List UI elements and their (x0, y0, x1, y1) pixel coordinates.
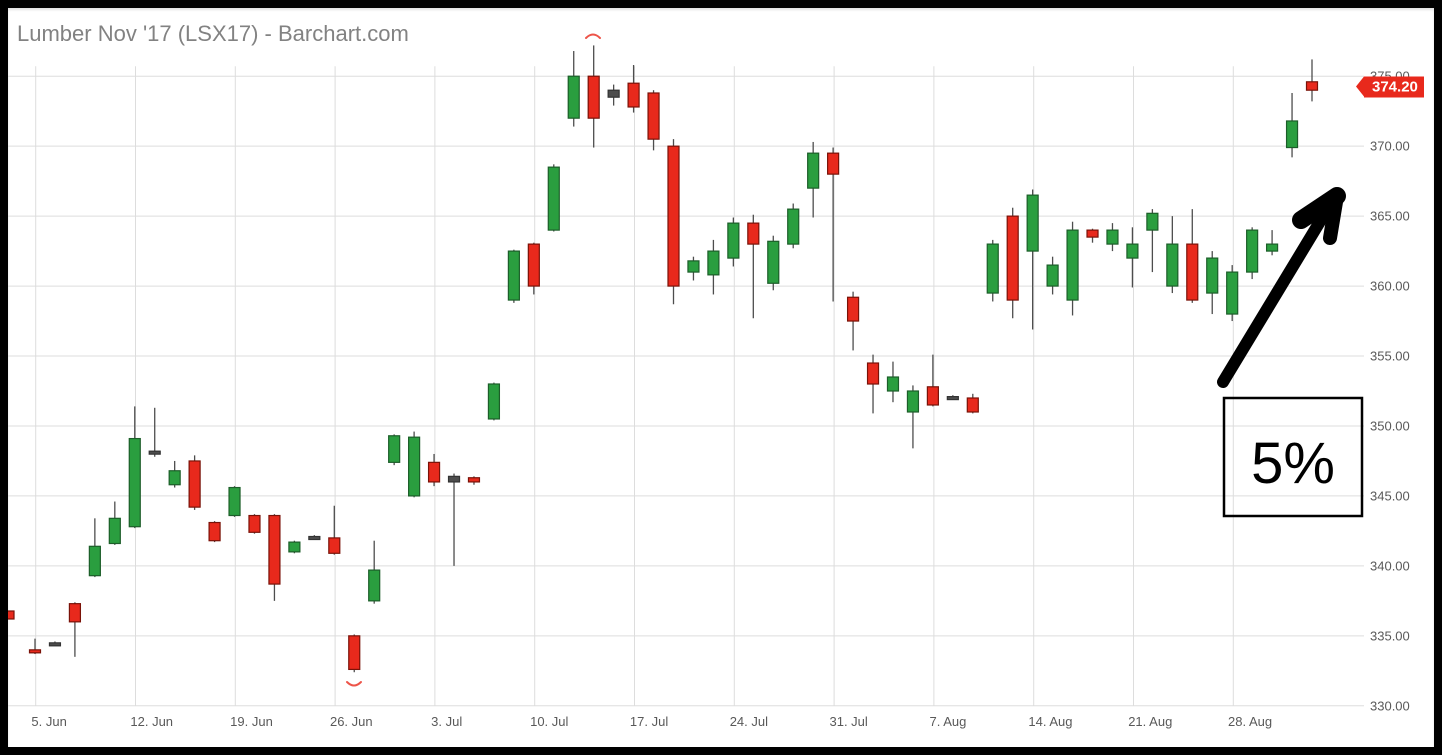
svg-text:5%: 5% (1251, 431, 1335, 496)
